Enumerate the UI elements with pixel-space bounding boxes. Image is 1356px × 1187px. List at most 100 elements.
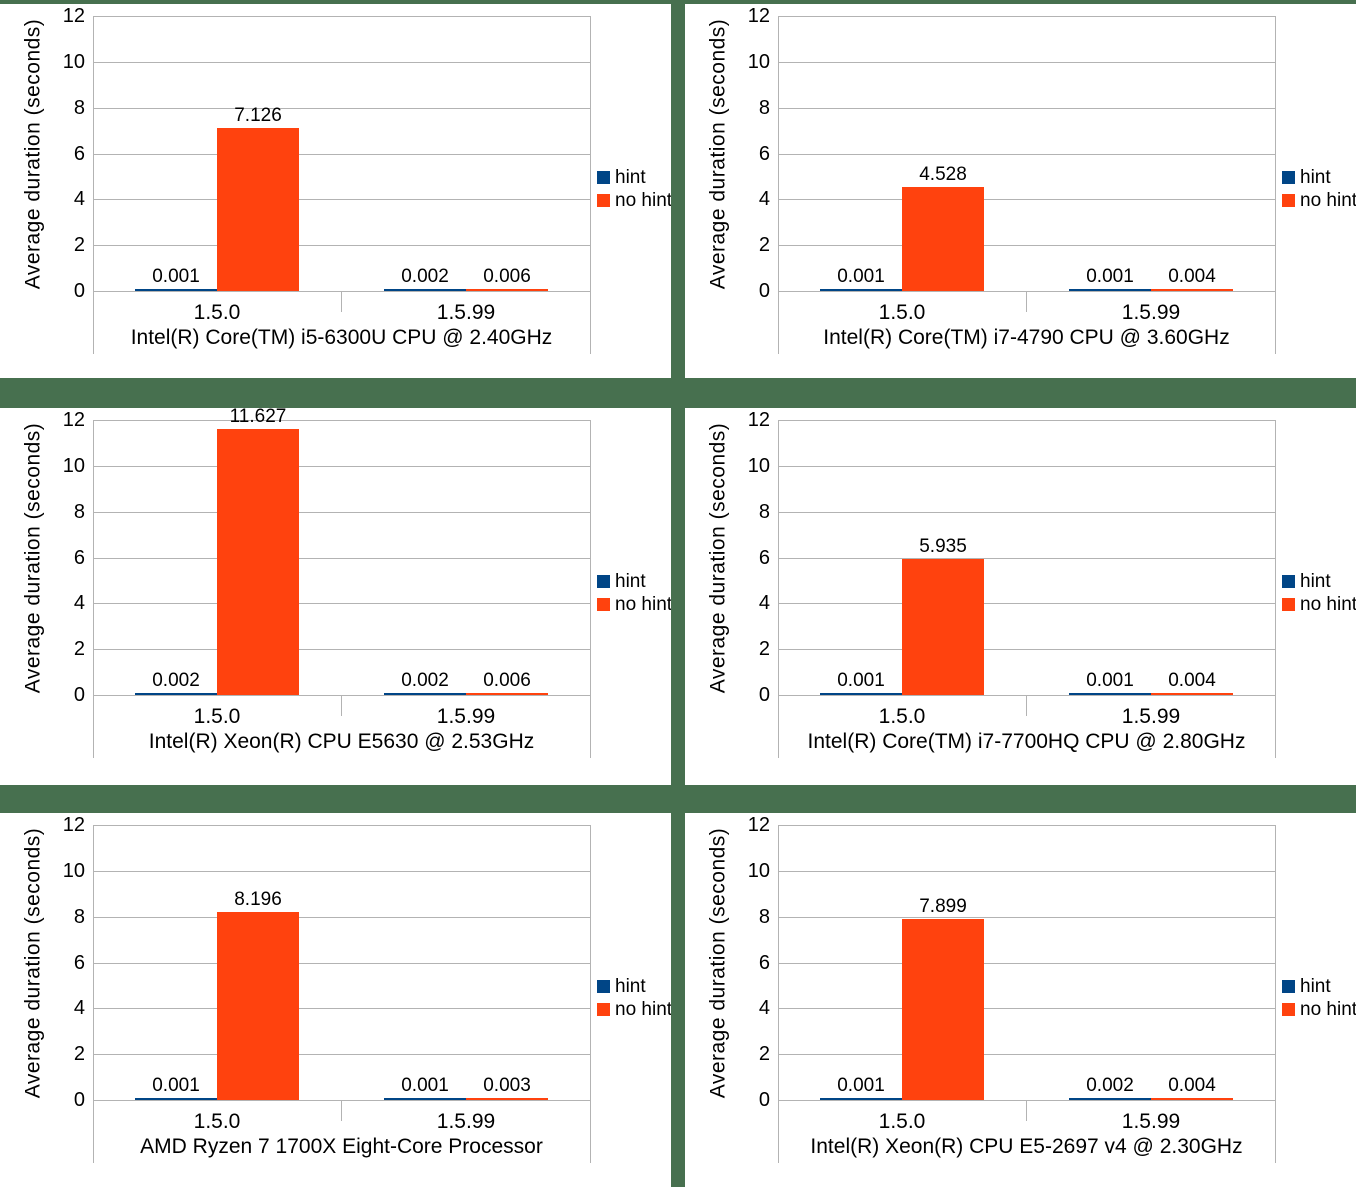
chart-panel: Average duration (seconds) 0 2 4 6 8 10 12 0.001…: [0, 4, 671, 378]
bar-value-label: 0.002: [401, 265, 449, 287]
legend: hint no hint: [1282, 168, 1356, 210]
legend-color-swatch-icon: [1282, 575, 1295, 588]
legend-color-swatch-icon: [597, 1003, 610, 1016]
category-separator-line: [341, 695, 342, 716]
bar-value-label: 0.002: [1086, 1074, 1134, 1096]
y-axis-tick-label: 4: [758, 188, 770, 211]
legend-color-swatch-icon: [597, 980, 610, 993]
y-axis-tick-label: 0: [73, 1089, 85, 1111]
y-axis-tick-label: 10: [747, 859, 770, 882]
bar-value-label: 0.001: [1086, 265, 1134, 287]
gridline: [778, 1054, 1275, 1056]
y-axis-tick-label: 12: [62, 814, 85, 836]
axis-frame-line: [1275, 825, 1276, 1163]
x-axis-title: Intel(R) Core(TM) i7-7700HQ CPU @ 2.80GH…: [807, 730, 1246, 753]
y-axis-tick-label: 4: [758, 592, 770, 615]
x-axis-category-label: 1.5.0: [878, 301, 926, 324]
legend-item: no hint: [597, 1000, 671, 1019]
y-axis-tick-label: 10: [62, 454, 85, 477]
y-axis-tick-label: 4: [73, 997, 85, 1020]
gridline: [778, 603, 1275, 605]
bar-hint: [135, 1097, 217, 1100]
gridline: [93, 153, 590, 155]
legend-item-label: no hint: [1300, 594, 1356, 615]
bar-value-label: 0.002: [152, 669, 200, 691]
gridline: [778, 1008, 1275, 1010]
category-separator-line: [1026, 291, 1027, 312]
y-axis-tick-label: 12: [747, 5, 770, 27]
y-axis-tick-label: 2: [73, 234, 85, 257]
x-axis-category-label: 1.5.99: [1121, 1110, 1181, 1133]
bar-value-label: 0.001: [837, 265, 885, 287]
gridline: [93, 557, 590, 559]
legend: hint no hint: [1282, 977, 1356, 1019]
y-axis-tick-label: 6: [758, 142, 770, 165]
x-axis-title: AMD Ryzen 7 1700X Eight-Core Processor: [140, 1135, 543, 1158]
bar-value-label: 0.001: [152, 1074, 200, 1096]
gridline: [93, 825, 590, 826]
category-separator-line: [1026, 695, 1027, 716]
y-axis-tick-label: 0: [758, 280, 770, 302]
chart-panel: Average duration (seconds) 0 2 4 6 8 10 12 0.002…: [0, 408, 671, 785]
y-axis-tick-label: 12: [62, 409, 85, 431]
y-axis-tick-label: 6: [758, 546, 770, 569]
legend-item: hint: [1282, 168, 1356, 187]
legend-item-label: hint: [1300, 571, 1331, 592]
bar-value-label: 7.899: [919, 895, 967, 917]
gridline: [93, 465, 590, 467]
bar-value-label: 5.935: [919, 535, 967, 557]
legend-item: hint: [597, 977, 671, 996]
axis-frame-line: [590, 825, 591, 1163]
legend-item: no hint: [1282, 1000, 1356, 1019]
legend-color-swatch-icon: [597, 171, 610, 184]
bar-no-hint: [217, 912, 299, 1100]
y-axis-tick-label: 8: [73, 500, 85, 523]
legend-color-swatch-icon: [597, 575, 610, 588]
y-axis-tick-label: 2: [758, 1043, 770, 1066]
y-axis-tick-label: 4: [758, 997, 770, 1020]
y-axis-tick-label: 4: [73, 188, 85, 211]
x-axis-category-label: 1.5.99: [436, 301, 496, 324]
bar-value-label: 0.001: [837, 669, 885, 691]
bar-no-hint: [466, 692, 548, 695]
bar-no-hint: [1151, 1097, 1233, 1100]
axis-frame-line: [778, 420, 779, 758]
gridline: [93, 420, 590, 421]
y-axis-tick-label: 2: [73, 1043, 85, 1066]
legend-item: hint: [1282, 572, 1356, 591]
axis-frame-line: [590, 16, 591, 354]
bar-value-label: 0.006: [483, 669, 531, 691]
bar-hint: [820, 1097, 902, 1100]
x-axis-category-label: 1.5.0: [878, 1110, 926, 1133]
axis-frame-line: [93, 825, 94, 1163]
bar-value-label: 0.002: [401, 669, 449, 691]
gridline: [778, 245, 1275, 247]
bar-hint: [1069, 288, 1151, 291]
y-axis-tick-label: 0: [73, 280, 85, 302]
bar-no-hint: [902, 187, 984, 291]
bar-hint: [135, 288, 217, 291]
bar-no-hint: [902, 558, 984, 695]
axis-frame-line: [1275, 16, 1276, 354]
legend-item: hint: [597, 168, 671, 187]
gridline: [93, 962, 590, 964]
bar-hint: [820, 692, 902, 695]
bar-value-label: 0.004: [1168, 1074, 1216, 1096]
bar-value-label: 8.196: [234, 889, 282, 911]
bar-no-hint: [466, 288, 548, 291]
category-separator-line: [341, 1100, 342, 1121]
legend-item-label: no hint: [1300, 190, 1356, 211]
legend-item-label: no hint: [1300, 999, 1356, 1020]
gridline: [93, 199, 590, 201]
bar-hint: [1069, 692, 1151, 695]
x-axis-title: Intel(R) Xeon(R) CPU E5630 @ 2.53GHz: [148, 730, 535, 753]
bar-value-label: 0.004: [1168, 669, 1216, 691]
y-axis-tick-label: 6: [758, 951, 770, 974]
legend-item-label: no hint: [615, 594, 671, 615]
legend-color-swatch-icon: [1282, 171, 1295, 184]
x-axis-category-label: 1.5.0: [193, 301, 241, 324]
bar-hint: [384, 288, 466, 291]
legend-color-swatch-icon: [1282, 1003, 1295, 1016]
bar-value-label: 0.001: [837, 1074, 885, 1096]
bar-no-hint: [1151, 288, 1233, 291]
